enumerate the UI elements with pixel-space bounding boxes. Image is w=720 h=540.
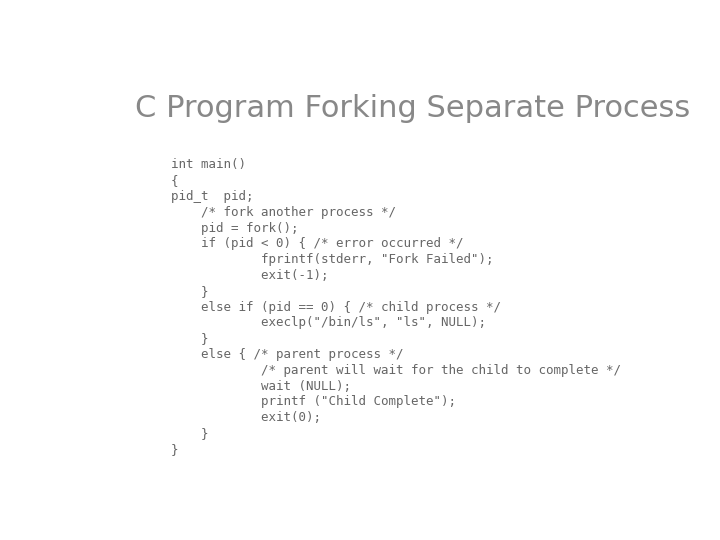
- Text: C Program Forking Separate Process: C Program Forking Separate Process: [135, 94, 690, 123]
- Text: else { /* parent process */: else { /* parent process */: [171, 348, 403, 361]
- Text: int main(): int main(): [171, 158, 246, 171]
- Text: printf ("Child Complete");: printf ("Child Complete");: [171, 395, 456, 408]
- Text: }: }: [171, 332, 208, 345]
- Text: exit(0);: exit(0);: [171, 411, 321, 424]
- Text: pid = fork();: pid = fork();: [171, 221, 298, 234]
- Text: pid_t  pid;: pid_t pid;: [171, 190, 253, 203]
- Text: /* parent will wait for the child to complete */: /* parent will wait for the child to com…: [171, 364, 621, 377]
- Text: /* fork another process */: /* fork another process */: [171, 206, 396, 219]
- Text: execlp("/bin/ls", "ls", NULL);: execlp("/bin/ls", "ls", NULL);: [171, 316, 486, 329]
- Text: {: {: [171, 174, 179, 187]
- Text: fprintf(stderr, "Fork Failed");: fprintf(stderr, "Fork Failed");: [171, 253, 493, 266]
- Text: if (pid < 0) { /* error occurred */: if (pid < 0) { /* error occurred */: [171, 238, 464, 251]
- Text: wait (NULL);: wait (NULL);: [171, 380, 351, 393]
- Text: }: }: [171, 285, 208, 298]
- Text: exit(-1);: exit(-1);: [171, 269, 328, 282]
- Text: }: }: [171, 427, 208, 440]
- Text: }: }: [171, 443, 179, 456]
- FancyBboxPatch shape: [84, 60, 654, 485]
- Text: else if (pid == 0) { /* child process */: else if (pid == 0) { /* child process */: [171, 301, 501, 314]
